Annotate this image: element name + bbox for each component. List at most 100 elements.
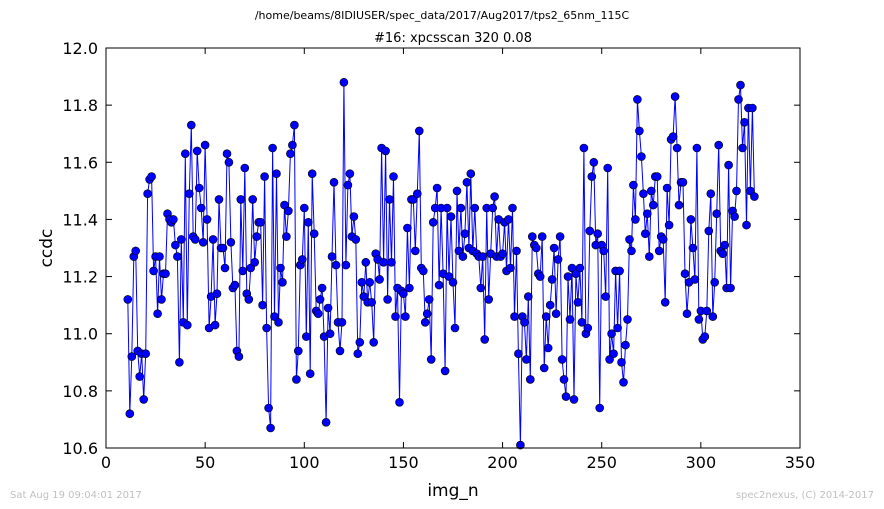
data-point <box>664 220 674 230</box>
data-point <box>631 215 640 224</box>
data-point <box>644 252 654 261</box>
data-point <box>238 266 248 276</box>
data-point <box>345 169 355 178</box>
data-point <box>208 235 218 244</box>
data-point <box>389 172 398 181</box>
data-point <box>290 120 299 130</box>
data-point <box>446 212 456 221</box>
data-point <box>379 257 388 267</box>
data-point <box>730 212 739 221</box>
data-point <box>131 246 140 256</box>
data-point <box>734 95 743 104</box>
data-point <box>196 203 206 213</box>
data-point <box>462 178 472 187</box>
chart-title: #16: xpcsscan 320 0.08 <box>374 31 532 46</box>
data-point <box>303 218 313 227</box>
data-point <box>672 143 682 153</box>
data-point <box>143 189 152 198</box>
data-point <box>553 255 563 264</box>
data-point <box>478 252 488 261</box>
data-point <box>313 309 323 319</box>
x-axis-label: img_n <box>427 481 478 501</box>
data-point <box>537 232 547 241</box>
data-point <box>480 335 490 344</box>
data-point <box>278 277 287 287</box>
data-point <box>420 317 430 327</box>
data-point <box>440 366 450 376</box>
data-point <box>740 118 749 127</box>
data-point <box>335 346 345 356</box>
data-point <box>714 140 724 150</box>
data-point <box>286 149 295 158</box>
data-point <box>702 306 712 316</box>
data-point <box>139 395 148 404</box>
data-point <box>577 317 587 327</box>
x-tick-label: 100 <box>289 453 320 472</box>
data-point <box>395 397 404 407</box>
data-point <box>125 409 135 419</box>
data-point <box>686 215 696 224</box>
data-point <box>260 172 269 181</box>
data-point <box>674 200 684 210</box>
data-point <box>545 300 555 310</box>
data-point <box>155 252 164 261</box>
series-line <box>127 82 755 446</box>
data-point <box>466 169 476 178</box>
data-point <box>226 238 236 247</box>
data-point <box>234 352 244 361</box>
data-point <box>385 195 394 204</box>
data-point <box>349 212 359 221</box>
data-point <box>305 369 315 379</box>
x-tick-label: 350 <box>785 453 816 472</box>
data-point <box>135 372 144 381</box>
x-tick-label: 0 <box>101 453 111 472</box>
data-point <box>401 312 410 321</box>
data-point <box>595 403 605 413</box>
data-point <box>387 257 396 267</box>
data-point <box>748 103 757 113</box>
footer-timestamp: Sat Aug 19 09:04:01 2017 <box>10 490 142 501</box>
data-point <box>375 275 384 284</box>
data-point <box>244 295 254 304</box>
data-point <box>490 192 499 201</box>
x-tick-label: 200 <box>487 453 518 472</box>
data-point <box>432 183 442 193</box>
data-point <box>171 240 180 250</box>
data-point <box>609 349 618 359</box>
data-point <box>646 186 656 196</box>
data-point <box>282 232 291 241</box>
data-point <box>484 295 494 304</box>
data-point <box>688 243 698 253</box>
data-point <box>141 349 150 359</box>
x-tick-label: 150 <box>388 453 419 472</box>
data-point <box>549 243 559 253</box>
data-point <box>262 323 271 333</box>
data-point <box>169 215 178 224</box>
data-point <box>736 80 745 90</box>
data-point <box>422 309 432 319</box>
data-point <box>629 180 638 190</box>
data-point <box>615 266 624 276</box>
data-point <box>512 246 521 256</box>
data-point <box>369 337 379 347</box>
data-point <box>488 203 498 213</box>
data-point <box>690 275 700 284</box>
data-point <box>339 78 349 87</box>
data-point <box>414 126 424 136</box>
data-point <box>383 295 392 304</box>
data-point <box>585 226 595 236</box>
data-point <box>559 375 569 384</box>
data-point <box>299 203 309 213</box>
data-point <box>551 309 561 319</box>
data-point <box>504 215 513 224</box>
data-point <box>331 260 341 270</box>
data-point <box>547 275 557 284</box>
data-point <box>706 189 716 198</box>
data-point <box>561 392 571 401</box>
data-point <box>224 158 234 167</box>
data-point <box>660 297 670 307</box>
y-axis-label: ccdc <box>37 229 57 268</box>
data-point <box>520 317 529 327</box>
data-point <box>250 257 259 267</box>
data-point <box>460 229 470 238</box>
